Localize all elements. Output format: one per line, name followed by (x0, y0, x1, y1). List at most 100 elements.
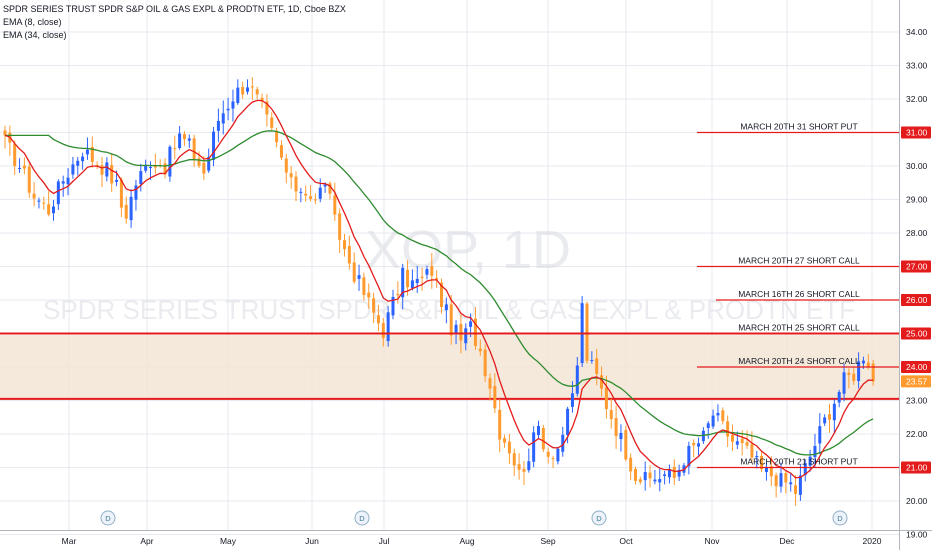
candle-body (231, 101, 235, 109)
x-tick-label: Oct (619, 536, 633, 546)
candle-body (100, 165, 104, 175)
level-price-tag-label: 24.00 (906, 362, 928, 372)
candle-body (643, 472, 647, 481)
candle-body (478, 348, 482, 352)
price-axis[interactable] (899, 0, 932, 550)
candle-body (163, 163, 167, 175)
ema-8-line[interactable] (4, 99, 874, 479)
candle-body (764, 467, 768, 473)
candle-body (769, 466, 773, 477)
y-tick-label: 29.00 (906, 195, 928, 205)
candle-body (367, 292, 371, 298)
candle-body (81, 156, 85, 162)
candle-body (124, 204, 128, 219)
candle-body (270, 117, 274, 128)
candle-body (590, 359, 594, 361)
x-tick-label: Nov (704, 536, 720, 546)
level-price-tag (901, 327, 931, 340)
level-price-tag (901, 461, 931, 474)
candle-body (556, 448, 560, 462)
candle-body (857, 361, 861, 382)
x-tick-label: 2020 (863, 536, 882, 546)
candle-body (425, 268, 429, 275)
candle-body (813, 446, 817, 458)
candle-body (585, 303, 589, 361)
candle-body (832, 403, 836, 421)
candle-body (338, 213, 342, 240)
candle-body (716, 412, 720, 416)
candle-body (619, 432, 623, 440)
candle-body (828, 414, 831, 420)
candle-body (333, 195, 337, 215)
candle-body (202, 162, 206, 174)
level-label: MARCH 20TH 24 SHORT CALL (738, 356, 860, 366)
candle-body (459, 324, 463, 341)
y-tick-label: 20.00 (906, 496, 928, 506)
candle-body (755, 456, 759, 458)
x-tick-label: May (220, 536, 237, 546)
candle-body (789, 482, 793, 485)
y-tick-label: 19.00 (906, 530, 928, 540)
candle-body (604, 387, 608, 410)
candle-body (357, 275, 361, 279)
candle-body (260, 97, 264, 102)
level-price-tag (901, 126, 931, 139)
candle-body (386, 312, 390, 342)
candle-body (275, 130, 279, 143)
candle-body (76, 160, 80, 166)
candle-body (22, 165, 26, 169)
candle-body (250, 86, 254, 88)
x-tick-label: Jun (305, 536, 319, 546)
candle-body (566, 408, 570, 436)
dividend-marker[interactable] (100, 510, 116, 526)
x-tick-label: Aug (459, 536, 474, 546)
candle-body (493, 386, 497, 409)
candle-body (313, 199, 317, 201)
dividend-marker-label: D (837, 514, 843, 523)
candle-body (47, 204, 51, 215)
candle-body (430, 265, 434, 276)
candle-body (634, 468, 637, 481)
dividend-marker[interactable] (832, 510, 848, 526)
ema-slow-legend[interactable]: EMA (34, close) (3, 30, 67, 40)
candle-body (871, 363, 875, 382)
candle-body (3, 130, 7, 136)
candle-body (435, 277, 439, 280)
candle-body (168, 146, 172, 177)
candle-body (677, 469, 681, 477)
candle-body (779, 473, 783, 487)
candle-body (212, 131, 216, 160)
ema-fast-legend[interactable]: EMA (8, close) (3, 17, 62, 27)
dividend-marker-label: D (359, 514, 365, 523)
candle-body (735, 441, 739, 445)
candle-body (687, 445, 691, 467)
x-tick-label: Sep (540, 536, 555, 546)
candle-body (731, 435, 734, 442)
y-tick-label: 32.00 (906, 94, 928, 104)
candle-body (66, 177, 70, 185)
candle-body (129, 196, 133, 221)
candle-body (284, 158, 288, 173)
dividend-marker[interactable] (591, 510, 607, 526)
candle-body (144, 165, 148, 171)
watermark-symbol: XOP, 1D (365, 220, 571, 280)
candle-body (653, 479, 657, 482)
candle-body (52, 206, 55, 214)
y-tick-label: 22.00 (906, 429, 928, 439)
candle-body (241, 87, 245, 95)
level-price-tag (901, 294, 931, 306)
candle-body (173, 148, 177, 150)
candle-body (512, 453, 516, 466)
level-price-tag-label: 21.00 (906, 463, 928, 473)
candle-body (153, 165, 157, 168)
candle-body (449, 304, 453, 336)
dividend-marker-label: D (596, 514, 602, 523)
candle-body (352, 262, 356, 282)
dividend-marker[interactable] (354, 510, 370, 526)
candle-body (226, 108, 230, 111)
candle-body (546, 451, 550, 457)
current-price-tag (901, 375, 931, 388)
candle-body (692, 442, 696, 446)
candle-body (503, 438, 507, 443)
